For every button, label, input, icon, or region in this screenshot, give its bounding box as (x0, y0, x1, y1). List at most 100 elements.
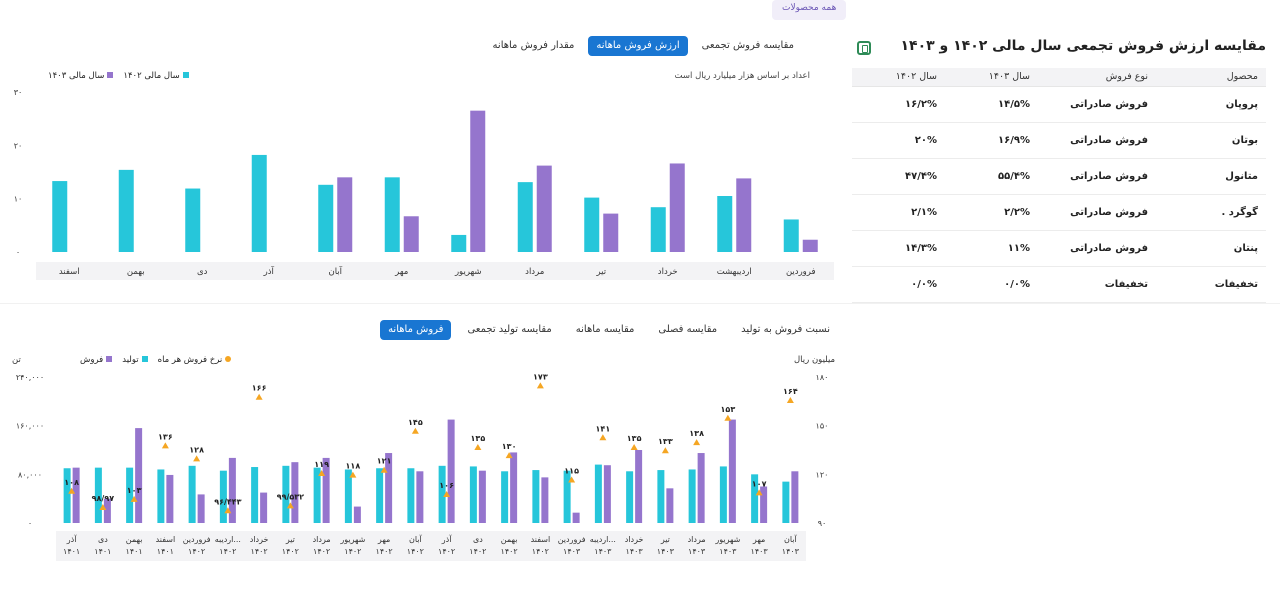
bar-sales (760, 486, 768, 523)
legend-item-sales[interactable]: فروش (80, 355, 113, 365)
bar-1402 (318, 184, 334, 252)
rate-data-label: ۱۰۸ (64, 478, 79, 487)
rate-marker (286, 502, 294, 509)
table-cell: ۴۷/۴% (852, 158, 945, 195)
bar-1403 (802, 239, 818, 252)
bar-1402 (717, 196, 733, 252)
x-tick-label: مرداد (525, 267, 544, 277)
table-header-cell: سال ۱۴۰۳ (945, 68, 1038, 87)
x-tick-label-month: بهمن (126, 535, 143, 544)
bar-production (688, 469, 696, 523)
bar-production (313, 467, 321, 523)
x-tick-label-year: ۱۴۰۳ (719, 547, 737, 556)
top-tab-1[interactable]: ارزش فروش ماهانه (588, 36, 688, 56)
rate-marker (599, 434, 607, 441)
x-tick-label-month: تیر (285, 535, 295, 544)
rate-marker (661, 447, 669, 454)
x-tick-label-year: ۱۴۰۲ (469, 547, 486, 556)
bar-production (594, 464, 602, 523)
legend-item-rate[interactable]: نرخ فروش هر ماه (158, 355, 232, 365)
top-tab-0[interactable]: مقدار فروش ماهانه (492, 40, 575, 51)
table-cell: ۱۴/۳% (852, 230, 945, 267)
bar-production (126, 467, 134, 523)
bar-production (219, 470, 227, 523)
bar-sales (228, 457, 236, 523)
table-cell: ۰/۰% (852, 266, 945, 303)
rate-marker (68, 487, 76, 494)
table-cell: ۱۶/۹% (945, 122, 1038, 159)
x-tick-label-month: فروردین (183, 535, 211, 544)
bar-production (657, 470, 665, 523)
bottom-tab-1[interactable]: مقایسه تولید تجمعی (467, 324, 552, 335)
bar-sales (353, 506, 361, 523)
bar-production (376, 468, 384, 523)
table-header-cell: سال ۱۴۰۲ (852, 68, 945, 87)
rate-data-label: ۱۲۸ (189, 445, 204, 454)
rate-marker (786, 396, 794, 403)
rate-marker (380, 466, 388, 473)
table-cell: ۲/۱% (852, 194, 945, 231)
bar-production (188, 465, 196, 523)
bar-sales (697, 453, 705, 523)
x-tick-label: خرداد (658, 267, 678, 277)
right-tick-label: ۹۰ (818, 519, 827, 528)
x-tick-label-month: خرداد (250, 535, 269, 544)
x-tick-label-year: ۱۴۰۳ (688, 547, 706, 556)
bar-production (751, 474, 759, 523)
rate-data-label: ۱۶۴ (783, 387, 798, 396)
x-tick-label-year: ۱۴۰۳ (782, 547, 800, 556)
table-row: تخفیفات تخفیفات ۰/۰% ۰/۰% (852, 266, 1266, 303)
bottom-tab-2[interactable]: مقایسه ماهانه (575, 324, 635, 335)
top-tab-2[interactable]: مقایسه فروش تجمعی (701, 40, 794, 51)
bottom-chart-tabs: فروش ماهانه مقایسه تولید تجمعی مقایسه ماها… (380, 320, 838, 340)
rate-data-label: ۱۳۵ (627, 434, 642, 443)
all-products-chip[interactable]: همه محصولات (772, 0, 847, 20)
bar-1402 (451, 234, 467, 252)
bottom-tab-3[interactable]: مقایسه فصلی (658, 324, 718, 335)
bar-production (157, 469, 165, 523)
left-tick-label: ۱۶۰,۰۰۰ (16, 422, 44, 431)
x-tick-label-year: ۱۴۰۱ (126, 547, 143, 556)
bar-sales (541, 477, 549, 523)
rate-data-label: ۱۰۶ (439, 481, 454, 490)
rate-data-label: ۱۳۸ (689, 429, 704, 438)
table-cell: فروش صادراتی (1038, 230, 1156, 267)
x-tick-label: دی (197, 267, 208, 277)
rate-data-label: ۱۴۵ (408, 418, 423, 427)
bar-sales (447, 419, 455, 523)
rate-marker (443, 491, 451, 498)
rate-data-label: ۱۴۱ (596, 424, 611, 433)
x-tick-label-year: ۱۴۰۳ (626, 547, 644, 556)
table-cell: ۰/۰% (945, 266, 1038, 303)
table-row: گوگرد . فروش صادراتی ۲/۲% ۲/۱% (852, 194, 1266, 231)
table-header-cell: محصول (1156, 68, 1266, 87)
bar-1402 (783, 219, 799, 252)
x-tick-label-month: آذر (441, 534, 452, 544)
bar-sales (603, 465, 611, 523)
x-tick-label-year: ۱۴۰۲ (251, 547, 268, 556)
x-tick-label-month: اسفند (156, 535, 176, 544)
legend-item-1402[interactable]: سال مالی ۱۴۰۲ (123, 71, 189, 81)
bottom-tab-4[interactable]: نسبت فروش به تولید (741, 324, 830, 335)
x-tick-label: تیر (595, 267, 606, 277)
bar-production (438, 465, 446, 523)
rate-data-label: ۹۶/۴۴۳ (214, 497, 241, 506)
table-header-cell: نوع فروش (1038, 68, 1156, 87)
table-cell: فروش صادراتی (1038, 86, 1156, 123)
legend-item-production[interactable]: تولید (122, 355, 148, 365)
x-tick-label-year: ۱۴۰۳ (594, 547, 612, 556)
bottom-tab-0[interactable]: فروش ماهانه (380, 320, 452, 340)
x-tick-label-month: فروردین (558, 535, 586, 544)
legend-item-1403[interactable]: سال مالی ۱۴۰۳ (48, 71, 114, 81)
x-tick-label-year: ۱۴۰۲ (438, 547, 455, 556)
x-tick-label-year: ۱۴۰۲ (501, 547, 518, 556)
x-tick-label-year: ۱۴۰۳ (657, 547, 675, 556)
bar-sales (510, 452, 518, 523)
table-cell: پنتان (1156, 230, 1266, 267)
excel-export-icon[interactable] (857, 41, 871, 55)
rate-marker (193, 455, 201, 462)
rate-marker (255, 393, 263, 400)
x-tick-label: اردیبهشت (717, 267, 752, 277)
bar-production (782, 481, 790, 523)
table-cell: پروپان (1156, 86, 1266, 123)
